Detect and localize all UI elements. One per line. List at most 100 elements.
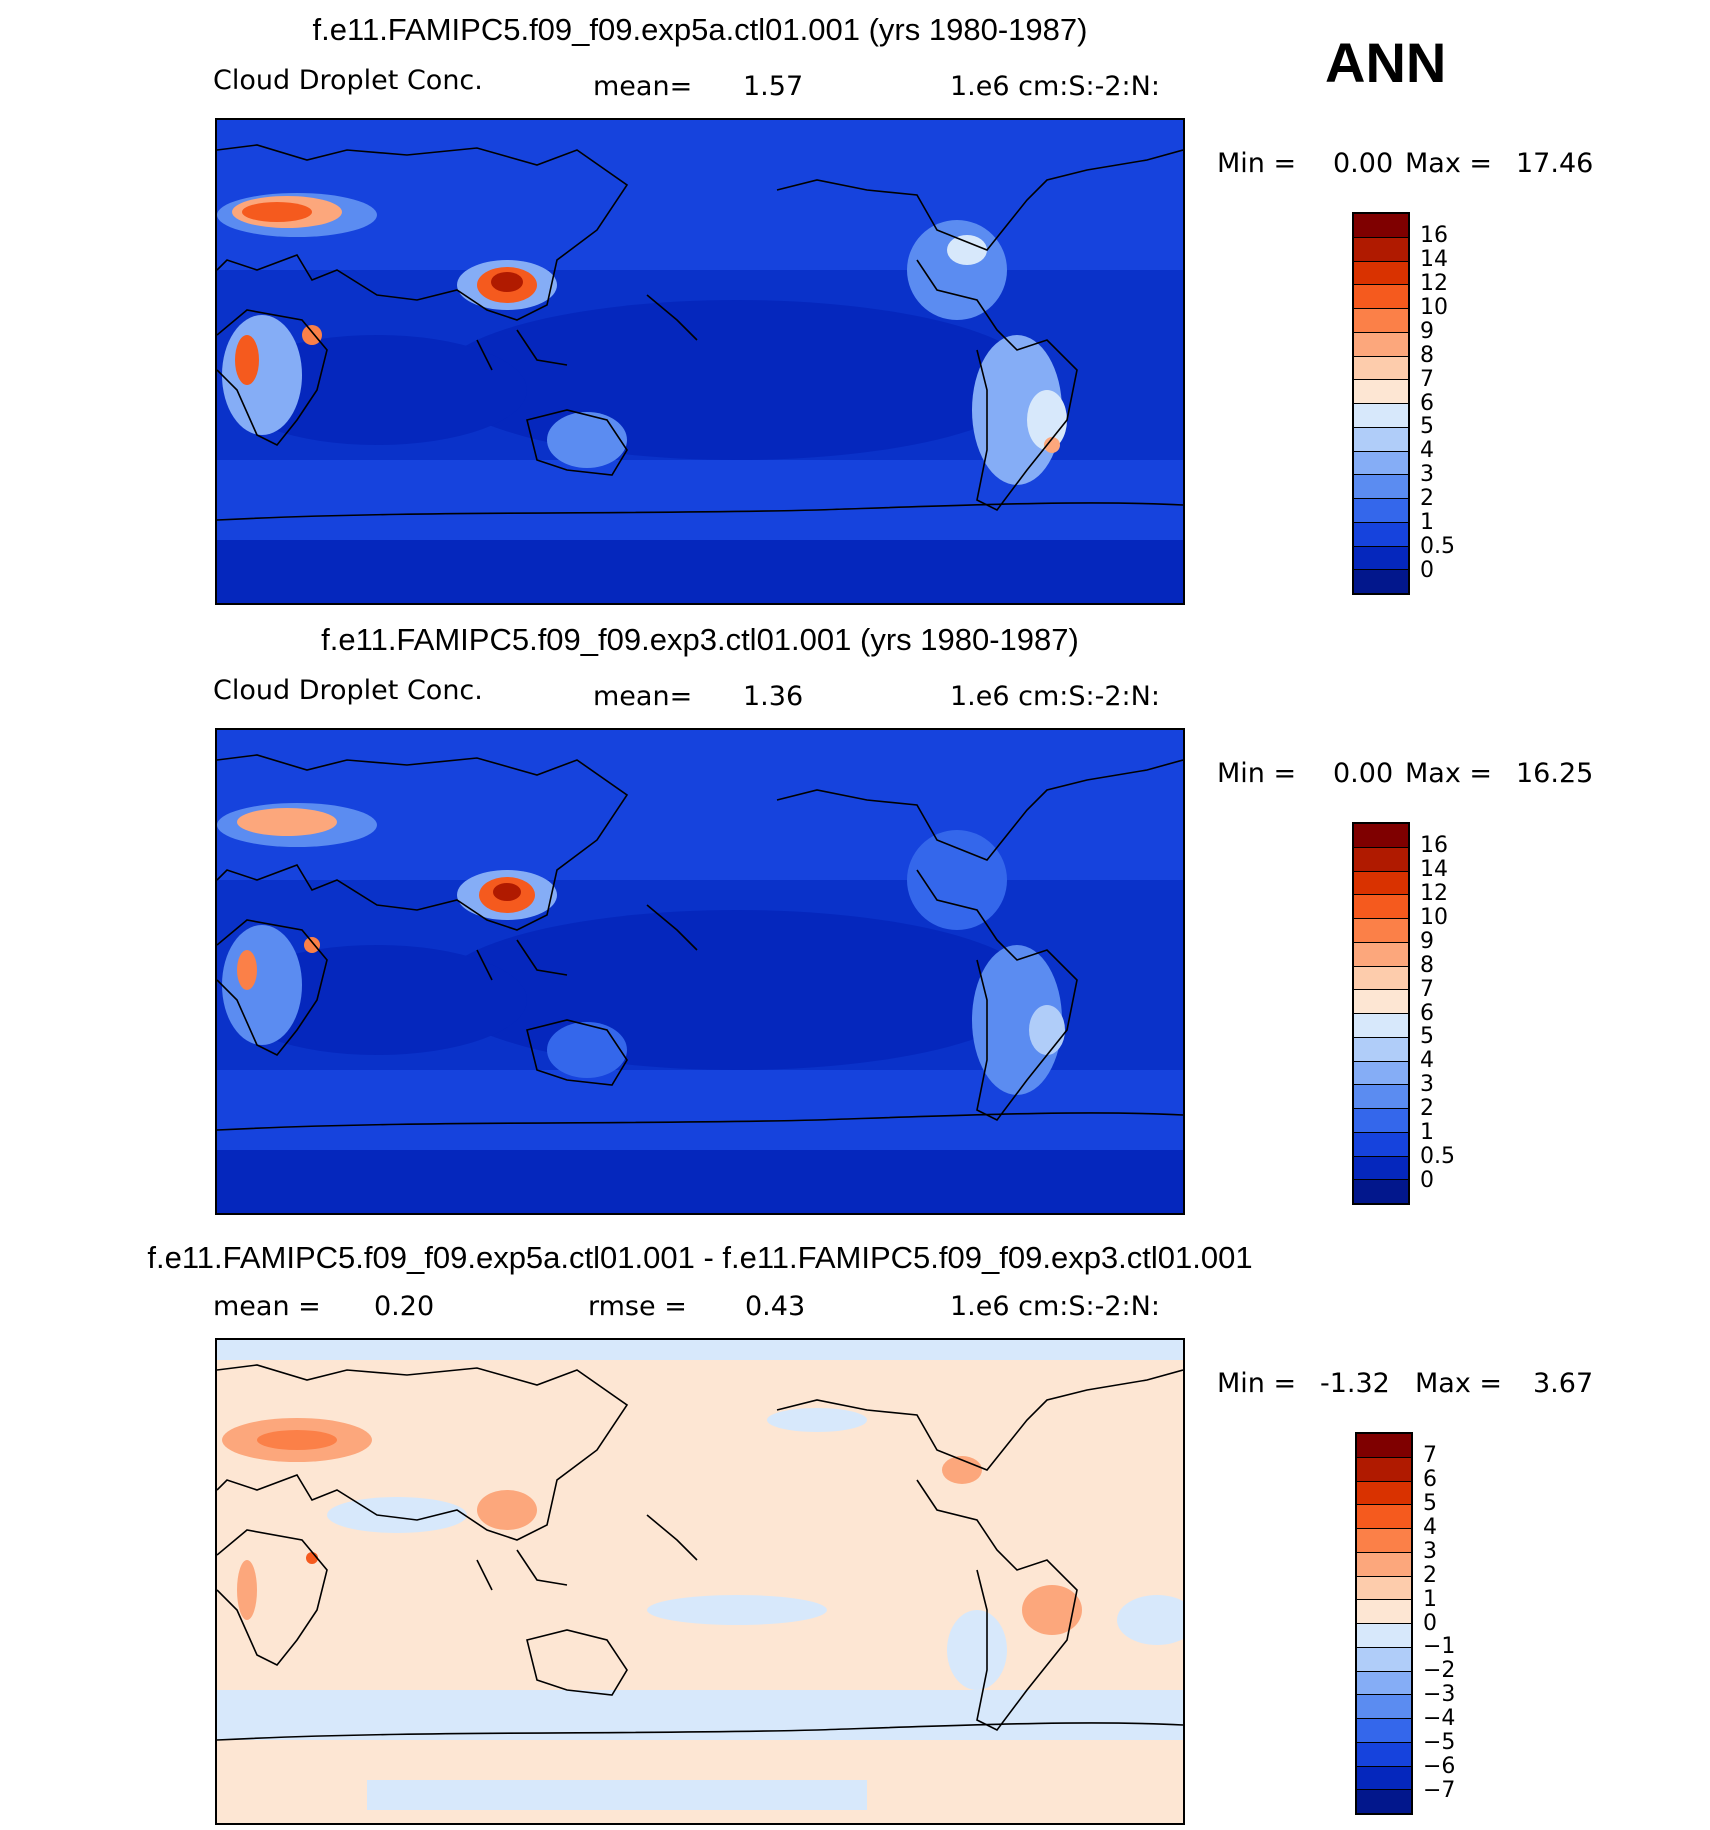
panel-1-colorbar (1352, 212, 1410, 595)
colorbar-segment (1354, 1037, 1408, 1062)
colorbar-segment (1357, 1481, 1411, 1506)
colorbar-tick-label: −2 (1423, 1658, 1456, 1684)
colorbar-tick-label: 0 (1420, 558, 1434, 584)
colorbar-segment (1354, 990, 1408, 1014)
panel-1-min-value: 0.00 (1333, 148, 1394, 179)
colorbar-segment (1357, 1505, 1411, 1529)
colorbar-segment (1354, 356, 1408, 381)
colorbar-segment (1354, 824, 1408, 848)
colorbar-segment (1357, 1719, 1411, 1743)
panel-1-max-value: 17.46 (1516, 148, 1594, 179)
colorbar-segment (1354, 1109, 1408, 1133)
panel-3-colorbar-labels: 7 6 5 4 3 2 1 0 −1 −2 −3 −4 −5 −6 −7 (1423, 1432, 1493, 1815)
colorbar-segment (1357, 1790, 1411, 1813)
colorbar-tick-label: 6 (1420, 390, 1434, 416)
panel-3-max-label: Max = (1415, 1368, 1503, 1399)
colorbar-tick-label: 4 (1423, 1514, 1437, 1540)
colorbar-tick-label: −3 (1423, 1682, 1456, 1708)
colorbar-tick-label: 6 (1420, 1000, 1434, 1026)
panel-1-variable-label: Cloud Droplet Conc. (213, 65, 483, 96)
season-label: ANN (1325, 31, 1447, 94)
colorbar-tick-label: 0.5 (1420, 534, 1455, 560)
panel-3-units: 1.e6 cm:S:-2:N: (950, 1291, 1160, 1322)
colorbar-segment (1354, 332, 1408, 357)
colorbar-tick-label: 7 (1420, 976, 1434, 1002)
panel-1-colorbar-labels: 16 14 12 10 9 8 7 6 5 4 3 2 1 0.5 0 (1420, 212, 1490, 595)
panel-1-mean-label: mean= (593, 71, 693, 102)
panel-3-map (215, 1338, 1185, 1825)
colorbar-tick-label: 12 (1420, 880, 1448, 906)
colorbar-tick-label: 5 (1420, 414, 1434, 440)
panel-1-max-label: Max = (1405, 148, 1493, 179)
colorbar-tick-label: 9 (1420, 928, 1434, 954)
colorbar-tick-label: 3 (1420, 462, 1434, 488)
colorbar-tick-label: 16 (1420, 222, 1448, 248)
panel-3-max-value: 3.67 (1533, 1368, 1594, 1399)
colorbar-tick-label: 2 (1420, 1096, 1434, 1122)
panel-1-min-label: Min = (1217, 148, 1297, 179)
colorbar-tick-label: 2 (1420, 486, 1434, 512)
panel-2-variable-label: Cloud Droplet Conc. (213, 675, 483, 706)
colorbar-tick-label: 9 (1420, 318, 1434, 344)
colorbar-segment (1354, 522, 1408, 547)
colorbar-tick-label: 14 (1420, 856, 1448, 882)
colorbar-segment (1357, 1457, 1411, 1482)
colorbar-segment (1354, 570, 1408, 593)
colorbar-segment (1357, 1695, 1411, 1719)
panel-1-map-graphic (217, 120, 1183, 603)
panel-3-title: f.e11.FAMIPC5.f09_f09.exp5a.ctl01.001 - … (147, 1240, 1253, 1275)
colorbar-segment (1357, 1576, 1411, 1601)
panel-1-title: f.e11.FAMIPC5.f09_f09.exp5a.ctl01.001 (y… (312, 12, 1088, 47)
colorbar-segment (1354, 309, 1408, 333)
colorbar-tick-label: −5 (1423, 1730, 1456, 1756)
colorbar-tick-label: 0 (1420, 1168, 1434, 1194)
panel-3-rmse-value: 0.43 (745, 1291, 806, 1322)
colorbar-tick-label: −4 (1423, 1706, 1456, 1732)
panel-3-colorbar (1355, 1432, 1413, 1815)
panel-2-max-label: Max = (1405, 758, 1493, 789)
colorbar-segment (1354, 451, 1408, 476)
colorbar-segment (1354, 1132, 1408, 1157)
colorbar-segment (1354, 475, 1408, 499)
colorbar-segment (1357, 1529, 1411, 1553)
panel-1-mean-value: 1.57 (743, 71, 804, 102)
colorbar-segment (1357, 1647, 1411, 1672)
colorbar-tick-label: 6 (1423, 1466, 1437, 1492)
colorbar-segment (1354, 847, 1408, 872)
colorbar-tick-label: 1 (1420, 510, 1434, 536)
colorbar-segment (1354, 499, 1408, 523)
colorbar-tick-label: −6 (1423, 1754, 1456, 1780)
colorbar-segment (1354, 214, 1408, 238)
colorbar-segment (1354, 1014, 1408, 1038)
panel-2-map (215, 728, 1185, 1215)
colorbar-segment (1354, 919, 1408, 943)
colorbar-tick-label: 4 (1420, 438, 1434, 464)
colorbar-segment (1354, 895, 1408, 919)
colorbar-tick-label: 16 (1420, 832, 1448, 858)
panel-2-units: 1.e6 cm:S:-2:N: (950, 681, 1160, 712)
panel-2-max-value: 16.25 (1516, 758, 1594, 789)
panel-2-min-value: 0.00 (1333, 758, 1394, 789)
colorbar-tick-label: 3 (1423, 1538, 1437, 1564)
colorbar-segment (1354, 1156, 1408, 1181)
colorbar-segment (1354, 380, 1408, 404)
panel-2-colorbar (1352, 822, 1410, 1205)
colorbar-tick-label: 0 (1423, 1610, 1437, 1636)
colorbar-segment (1354, 942, 1408, 967)
panel-2-map-graphic (217, 730, 1183, 1213)
colorbar-tick-label: 3 (1420, 1072, 1434, 1098)
panel-3-mean-value: 0.20 (374, 1291, 435, 1322)
panel-3-mean-label: mean = (213, 1291, 321, 1322)
panel-2-title: f.e11.FAMIPC5.f09_f09.exp3.ctl01.001 (yr… (321, 622, 1079, 657)
colorbar-tick-label: 2 (1423, 1562, 1437, 1588)
colorbar-tick-label: 8 (1420, 952, 1434, 978)
colorbar-tick-label: 12 (1420, 270, 1448, 296)
colorbar-tick-label: 1 (1423, 1586, 1437, 1612)
colorbar-tick-label: 8 (1420, 342, 1434, 368)
colorbar-tick-label: 5 (1420, 1024, 1434, 1050)
colorbar-tick-label: 7 (1420, 366, 1434, 392)
colorbar-tick-label: 14 (1420, 246, 1448, 272)
panel-3-min-label: Min = (1217, 1368, 1297, 1399)
colorbar-segment (1357, 1742, 1411, 1767)
colorbar-tick-label: −1 (1423, 1634, 1456, 1660)
